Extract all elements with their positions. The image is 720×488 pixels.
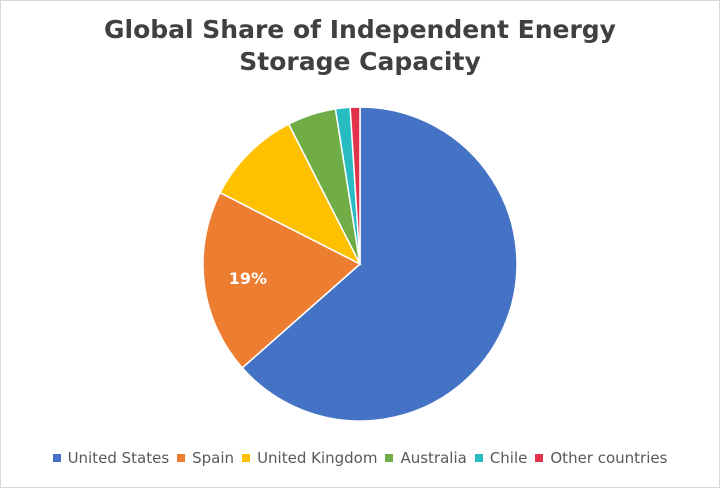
legend-item-spain: Spain <box>177 449 234 467</box>
legend-label: Chile <box>489 449 528 467</box>
legend-item-australia: Australia <box>385 449 467 467</box>
legend-item-other-countries: Other countries <box>535 449 667 467</box>
legend-swatch <box>474 454 483 462</box>
legend-label: Spain <box>192 449 235 467</box>
legend-item-united-states: United States <box>52 449 170 467</box>
pie-slice-other-countries <box>349 106 361 265</box>
legend-label: United Kingdom <box>257 449 378 467</box>
pie-slice-united-kingdom <box>219 123 362 266</box>
legend-swatch <box>177 454 186 462</box>
legend-swatch <box>385 454 394 462</box>
legend-item-united-kingdom: United Kingdom <box>242 449 377 467</box>
pie-data-labels: 19% <box>229 269 267 288</box>
legend-label: United States <box>67 449 170 467</box>
chart-title-line-2: Storage Capacity <box>239 47 481 76</box>
chart-title: Global Share of Independent Energy Stora… <box>0 14 720 78</box>
pie-slices <box>202 106 518 422</box>
legend-swatch <box>535 454 544 462</box>
legend-label: Australia <box>400 449 467 467</box>
chart-title-line-1: Global Share of Independent Energy <box>104 15 616 44</box>
legend-label: Other countries <box>550 449 668 467</box>
legend-swatch <box>52 454 61 462</box>
legend-swatch <box>242 454 251 462</box>
chart-legend: United States Spain United Kingdom Australi… <box>0 449 720 467</box>
data-label-spain: 19% <box>229 269 267 288</box>
legend-item-chile: Chile <box>474 449 528 467</box>
pie-slice-united-states <box>241 106 518 422</box>
pie-slice-spain <box>202 191 362 369</box>
